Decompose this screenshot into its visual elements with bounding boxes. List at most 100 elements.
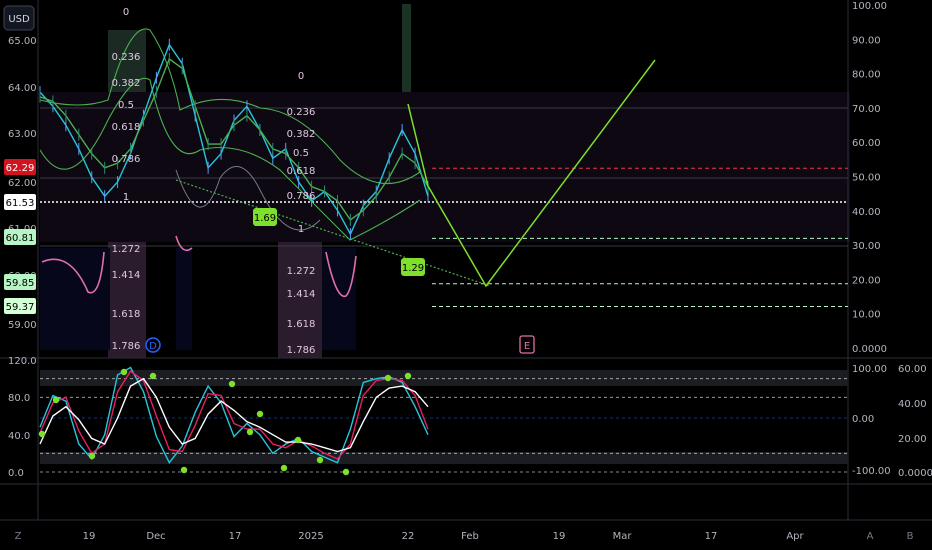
right-axis-3: 70.00 xyxy=(852,104,881,115)
time-axis-7: Mar xyxy=(613,531,633,542)
osc-signal-dot-1 xyxy=(52,396,60,404)
fib-level-b-5: 0.786 xyxy=(287,191,316,202)
price-axis-left-6: 59.00 xyxy=(8,320,37,331)
price-badge-bg-2 xyxy=(4,229,36,245)
price-series-layer xyxy=(39,28,848,307)
right-axis-4: 60.00 xyxy=(852,138,881,149)
scale-button-z[interactable]: Z xyxy=(15,531,22,542)
fib-level-a-0: 0 xyxy=(123,7,129,18)
envelope-lower xyxy=(39,77,421,241)
time-axis-4: 22 xyxy=(402,531,415,542)
osc-upper-band xyxy=(40,370,848,386)
osc-axis-right-a-2: -100.00 xyxy=(852,466,891,477)
osc-signal-dot-0 xyxy=(38,430,46,438)
annotation-1-69[interactable]: 1.69 xyxy=(253,208,277,226)
right-axis-2: 80.00 xyxy=(852,70,881,81)
osc-axis-right-b-3: 0.0000 xyxy=(898,468,932,479)
osc-series-2 xyxy=(39,377,429,453)
projection-line xyxy=(427,59,656,288)
osc-signal-dot-12 xyxy=(342,468,350,476)
right-axis-8: 20.00 xyxy=(852,275,881,286)
price-badge-layer: 62.29 61.53 60.81 59.85 59.37 xyxy=(4,159,36,314)
osc-axis-right-b-1: 40.00 xyxy=(898,399,927,410)
osc-signal-dot-5 xyxy=(180,466,188,474)
time-axis-9: Apr xyxy=(786,531,804,542)
fib-level-b-10: 1.786 xyxy=(287,345,316,356)
pink-curve-2 xyxy=(175,235,193,252)
time-axis-2: 17 xyxy=(229,531,242,542)
fib-level-b-8: 1.414 xyxy=(287,289,316,300)
price-axis-left-2: 63.00 xyxy=(8,129,37,140)
right-axis-5: 50.00 xyxy=(852,173,881,184)
price-badge-0: 62.29 xyxy=(6,163,35,174)
annotation-1-69-label: 1.69 xyxy=(254,213,276,224)
time-axis-1: Dec xyxy=(146,531,165,542)
fib-level-a-9: 1.618 xyxy=(112,309,141,320)
fib-level-b-6: 1 xyxy=(298,224,304,235)
time-axis-0: 19 xyxy=(83,531,96,542)
fib-label-layer: 0 0 0.236 0.236 0.382 0.382 0.5 0.5 0.618 0.618 0.… xyxy=(112,7,316,356)
fib-level-a-7: 1.272 xyxy=(112,244,141,255)
fib-level-b-1: 0.236 xyxy=(287,107,316,118)
fib-level-a-4: 0.618 xyxy=(112,122,141,133)
price-badge-4: 59.37 xyxy=(6,302,35,313)
osc-signal-dot-4 xyxy=(149,372,157,380)
earnings-marker[interactable]: E xyxy=(519,335,535,354)
right-axis-10: 0.0000 xyxy=(852,344,887,355)
right-axis-6: 40.00 xyxy=(852,207,881,218)
osc-lower-band xyxy=(40,452,848,464)
annotation-1-29-label: 1.29 xyxy=(402,263,424,274)
osc-axis-right-a-1: 0.00 xyxy=(852,414,874,425)
osc-signal-dot-3 xyxy=(120,368,128,376)
osc-signal-dot-8 xyxy=(256,410,264,418)
earnings-marker-label: E xyxy=(524,341,530,352)
highlight-bar xyxy=(402,4,411,98)
fib-level-a-3: 0.5 xyxy=(118,100,134,111)
osc-signal-dot-7 xyxy=(246,428,254,436)
price-badge-3: 59.85 xyxy=(6,278,35,289)
currency-button[interactable]: USD xyxy=(3,5,35,31)
fib-level-a-6: 1 xyxy=(123,192,129,203)
fib-level-a-10: 1.786 xyxy=(112,341,141,352)
projection-lead xyxy=(407,103,429,187)
volume-zone-1 xyxy=(40,248,110,350)
pink-curve-1 xyxy=(41,251,105,294)
scale-button-a[interactable]: A xyxy=(867,531,874,542)
dividend-marker[interactable]: D xyxy=(145,337,161,353)
right-axis-9: 10.00 xyxy=(852,310,881,321)
price-band xyxy=(40,92,850,242)
osc-axis-left-1: 80.0 xyxy=(8,393,30,404)
annotation-1-29[interactable]: 1.29 xyxy=(401,258,425,276)
oscillator-layer xyxy=(38,366,848,476)
osc-signal-dot-9 xyxy=(280,464,288,472)
fib-level-b-3: 0.5 xyxy=(293,148,309,159)
right-axis-7: 30.00 xyxy=(852,241,881,252)
fib-level-a-2: 0.382 xyxy=(112,78,141,89)
osc-signal-dot-2 xyxy=(88,452,96,460)
right-axis-0: 100.00 xyxy=(852,1,887,12)
osc-axis-right-a-0: 100.00 xyxy=(852,364,887,375)
dividend-marker-label: D xyxy=(149,341,157,352)
osc-axis-left-3: 0.0 xyxy=(8,468,24,479)
price-axis-left-3: 62.00 xyxy=(8,178,37,189)
osc-signal-dot-11 xyxy=(316,456,324,464)
scale-button-b[interactable]: B xyxy=(907,531,914,542)
axis-label-layer: 65.0064.0063.0062.0061.0060.0059.00100.0… xyxy=(8,1,932,542)
osc-signal-dot-6 xyxy=(228,380,236,388)
trend-dotted-line xyxy=(175,179,491,287)
time-axis-6: 19 xyxy=(553,531,566,542)
pink-curve-3 xyxy=(325,251,357,297)
osc-signal-dot-10 xyxy=(294,436,302,444)
time-axis-3: 2025 xyxy=(298,531,323,542)
price-badge-bg-0 xyxy=(4,159,36,175)
osc-signal-dot-13 xyxy=(384,374,392,382)
osc-axis-right-b-2: 20.00 xyxy=(898,434,927,445)
price-axis-left-1: 64.00 xyxy=(8,83,37,94)
price-badge-bg-4 xyxy=(4,298,36,314)
price-badge-2: 60.81 xyxy=(6,233,35,244)
fib-level-b-2: 0.382 xyxy=(287,129,316,140)
time-axis-5: Feb xyxy=(461,531,479,542)
fib-level-b-4: 0.618 xyxy=(287,166,316,177)
grey-curve xyxy=(175,166,321,231)
